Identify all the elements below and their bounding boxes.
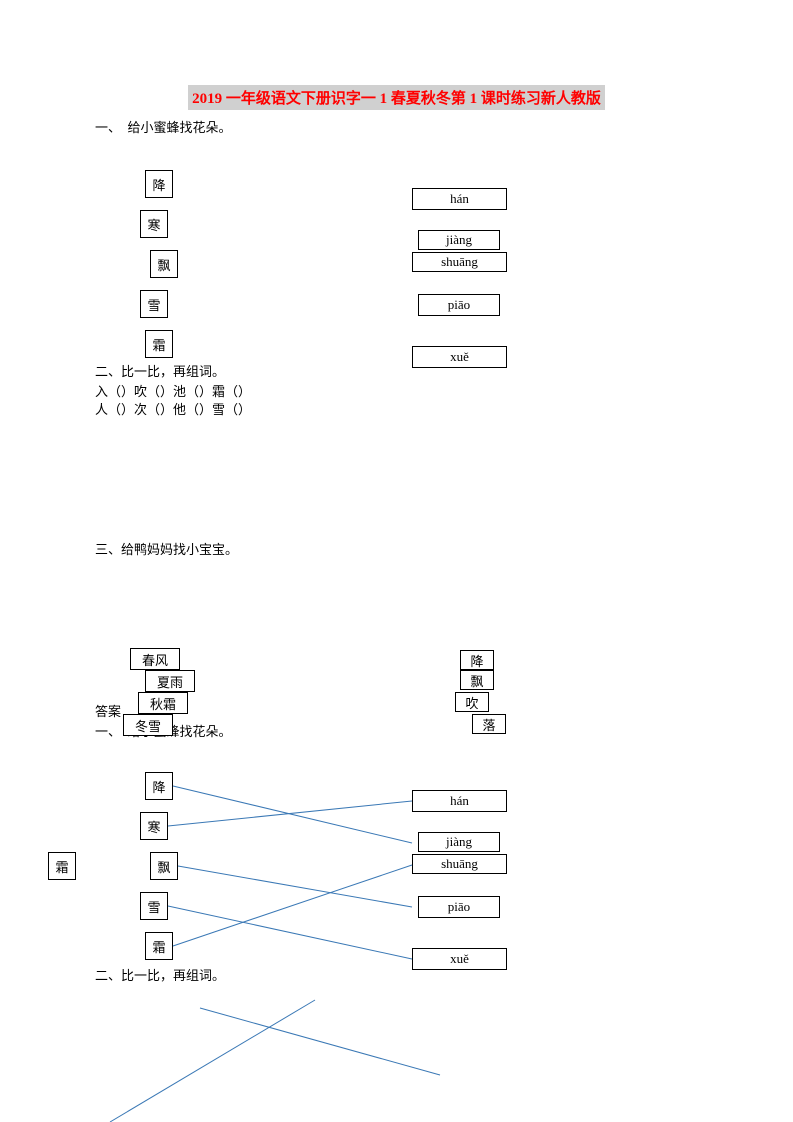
hanzi-box: 飘: [150, 250, 178, 278]
hanzi-box: 降: [145, 772, 173, 800]
hanzi-box: 飘: [150, 852, 178, 880]
answer-section2: 二、比一比，再组词。: [95, 966, 225, 987]
hanzi-box: 霜: [145, 932, 173, 960]
matching-lines: [0, 0, 793, 1122]
page-title: 2019 一年级语文下册识字一 1 春夏秋冬第 1 课时练习新人教版: [188, 85, 605, 110]
char-box: 落: [472, 714, 506, 734]
pinyin-box: xuě: [412, 948, 507, 970]
hanzi-box: 雪: [140, 892, 168, 920]
char-box: 降: [460, 650, 494, 670]
pinyin-box: shuāng: [412, 854, 507, 874]
section3-heading: 三、给鸭妈妈找小宝宝。: [95, 540, 238, 561]
pinyin-box: xuě: [412, 346, 507, 368]
hanzi-box: 寒: [140, 210, 168, 238]
word-box: 春风: [130, 648, 180, 670]
side-hanzi-box: 霜: [48, 852, 76, 880]
section2-line: 人（）次（）他（）雪（）: [95, 400, 251, 421]
pinyin-box: hán: [412, 790, 507, 812]
hanzi-box: 降: [145, 170, 173, 198]
worksheet-page: 2019 一年级语文下册识字一 1 春夏秋冬第 1 课时练习新人教版 一、 给小…: [0, 0, 793, 1122]
hanzi-box: 雪: [140, 290, 168, 318]
pinyin-box: jiàng: [418, 832, 500, 852]
section2-heading: 二、比一比，再组词。: [95, 362, 225, 383]
word-box: 秋霜: [138, 692, 188, 714]
word-box: 冬雪: [123, 714, 173, 736]
pinyin-box: piāo: [418, 294, 500, 316]
section1-heading: 一、 给小蜜蜂找花朵。: [95, 118, 698, 139]
hanzi-box: 霜: [145, 330, 173, 358]
pinyin-box: shuāng: [412, 252, 507, 272]
char-box: 飘: [460, 670, 494, 690]
hanzi-box: 寒: [140, 812, 168, 840]
char-box: 吹: [455, 692, 489, 712]
pinyin-box: hán: [412, 188, 507, 210]
pinyin-box: piāo: [418, 896, 500, 918]
answer-label: 答案: [95, 702, 121, 723]
word-box: 夏雨: [145, 670, 195, 692]
pinyin-box: jiàng: [418, 230, 500, 250]
